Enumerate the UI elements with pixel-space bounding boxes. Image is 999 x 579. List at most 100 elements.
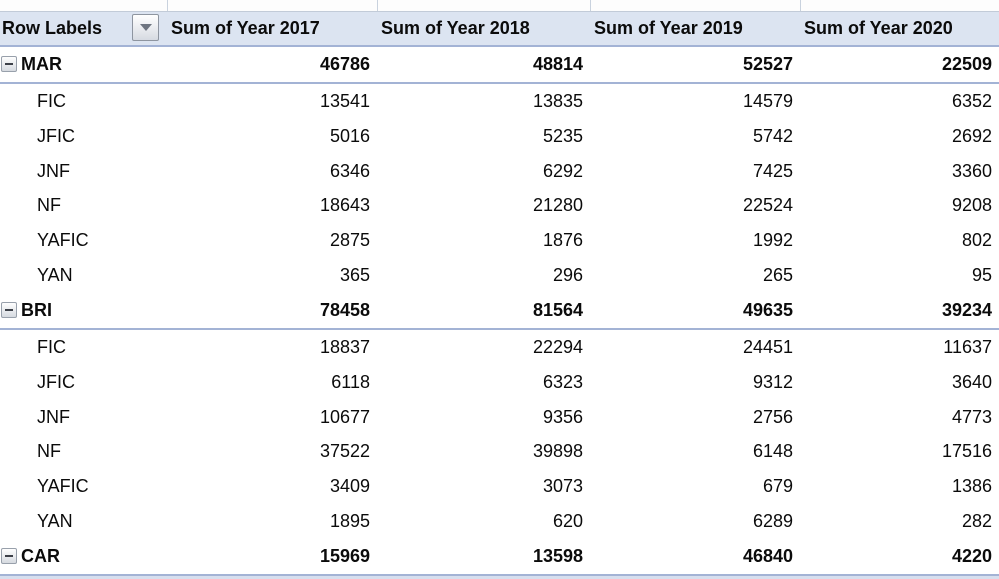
value-cell[interactable]: 5742 [752,125,793,146]
item-row-mar-yan: YAN 365 296 265 95 [0,258,999,294]
group-total-cell[interactable]: 48814 [532,53,583,74]
value-cell[interactable]: 9208 [951,195,992,216]
value-cell[interactable]: 13835 [532,90,583,111]
collapse-button[interactable] [1,56,17,73]
value-cell[interactable]: 5235 [542,125,583,146]
filter-dropdown-button[interactable] [132,14,159,41]
minus-icon [5,63,13,66]
value-cell[interactable]: 3640 [951,371,992,392]
group-label[interactable]: CAR [21,545,60,566]
item-label[interactable]: YAFIC [37,230,89,251]
row-labels-header-cell[interactable]: Row Labels [0,12,167,45]
value-cell[interactable]: 1386 [951,476,992,497]
item-row-bri-jnf: JNF 10677 9356 2756 4773 [0,399,999,435]
column-header-2017[interactable]: Sum of Year 2017 [171,18,320,38]
value-cell[interactable]: 265 [762,265,793,286]
item-label[interactable]: JFIC [37,371,75,392]
group-total-cell[interactable]: 39234 [941,299,992,320]
group-row-car: CAR 15969 13598 46840 4220 [0,539,999,576]
group-total-cell[interactable]: 4220 [951,545,992,566]
value-cell[interactable]: 22524 [742,195,793,216]
value-cell[interactable]: 296 [552,265,583,286]
value-cell[interactable]: 2692 [951,125,992,146]
value-cell[interactable]: 620 [552,511,583,532]
item-label[interactable]: JNF [37,160,70,181]
value-cell[interactable]: 6289 [752,511,793,532]
value-cell[interactable]: 18643 [319,195,370,216]
column-gridline [377,0,378,11]
value-cell[interactable]: 14579 [742,90,793,111]
value-cell[interactable]: 6352 [951,90,992,111]
item-label[interactable]: NF [37,195,61,216]
group-total-cell[interactable]: 46840 [742,545,793,566]
group-total-cell[interactable]: 49635 [742,299,793,320]
value-cell[interactable]: 3409 [329,476,370,497]
value-cell[interactable]: 9312 [752,371,793,392]
value-cell[interactable]: 6323 [542,371,583,392]
value-cell[interactable]: 22294 [532,336,583,357]
value-cell[interactable]: 17516 [941,441,992,462]
item-label[interactable]: JNF [37,406,70,427]
value-cell[interactable]: 1876 [542,230,583,251]
item-label[interactable]: YAN [37,511,73,532]
group-total-cell[interactable]: 13598 [532,545,583,566]
value-cell[interactable]: 802 [961,230,992,251]
item-label[interactable]: YAFIC [37,476,89,497]
value-cell[interactable]: 37522 [319,441,370,462]
item-label[interactable]: FIC [37,90,66,111]
column-header-2019[interactable]: Sum of Year 2019 [594,18,743,38]
minus-icon [5,555,13,558]
value-cell[interactable]: 2875 [329,230,370,251]
value-cell[interactable]: 21280 [532,195,583,216]
item-row-mar-fic: FIC 13541 13835 14579 6352 [0,83,999,119]
value-cell[interactable]: 282 [961,511,992,532]
value-cell[interactable]: 5016 [329,125,370,146]
group-total-cell[interactable]: 15969 [319,545,370,566]
value-cell[interactable]: 2756 [752,406,793,427]
value-cell[interactable]: 6118 [331,371,370,392]
column-header-2018[interactable]: Sum of Year 2018 [381,18,530,38]
item-label[interactable]: FIC [37,336,66,357]
value-cell[interactable]: 24451 [742,336,793,357]
value-cell[interactable]: 3073 [542,476,583,497]
group-label[interactable]: MAR [21,53,62,74]
item-label[interactable]: JFIC [37,125,75,146]
group-total-cell[interactable]: 78458 [319,299,370,320]
value-cell[interactable]: 13541 [319,90,370,111]
item-label[interactable]: NF [37,441,61,462]
group-total-cell[interactable]: 46786 [319,53,370,74]
pivot-header-row: Row Labels Sum of Year 2017 Sum of Year … [0,12,999,47]
group-total-cell[interactable]: 52527 [742,53,793,74]
column-gridline [800,0,801,11]
value-cell[interactable]: 18837 [319,336,370,357]
value-cell[interactable]: 10677 [319,406,370,427]
value-cell[interactable]: 6346 [329,160,370,181]
value-cell[interactable]: 6292 [542,160,583,181]
collapse-button[interactable] [1,302,17,319]
value-cell[interactable]: 4773 [951,406,992,427]
value-cell[interactable]: 365 [339,265,370,286]
item-row-bri-jfic: JFIC 6118 6323 9312 3640 [0,364,999,400]
item-row-bri-nf: NF 37522 39898 6148 17516 [0,434,999,470]
value-cell[interactable]: 679 [762,476,793,497]
item-row-mar-nf: NF 18643 21280 22524 9208 [0,188,999,224]
value-cell[interactable]: 95 [971,265,992,286]
item-label[interactable]: YAN [37,265,73,286]
value-cell[interactable]: 6148 [752,441,793,462]
group-label[interactable]: BRI [21,299,52,320]
value-cell[interactable]: 7425 [752,160,793,181]
value-cell[interactable]: 1895 [329,511,370,532]
value-cell[interactable]: 39898 [532,441,583,462]
value-cell[interactable]: 1992 [752,230,793,251]
column-header-2020[interactable]: Sum of Year 2020 [804,18,953,38]
row-labels-header: Row Labels [2,18,103,38]
collapse-button[interactable] [1,548,17,565]
group-total-cell[interactable]: 22509 [941,53,992,74]
value-cell[interactable]: 11637 [943,336,992,357]
item-row-bri-yan: YAN 1895 620 6289 282 [0,504,999,540]
value-cell[interactable]: 3360 [951,160,992,181]
group-row-bri: BRI 78458 81564 49635 39234 [0,293,999,330]
value-cell[interactable]: 9356 [542,406,583,427]
group-total-cell[interactable]: 81564 [532,299,583,320]
